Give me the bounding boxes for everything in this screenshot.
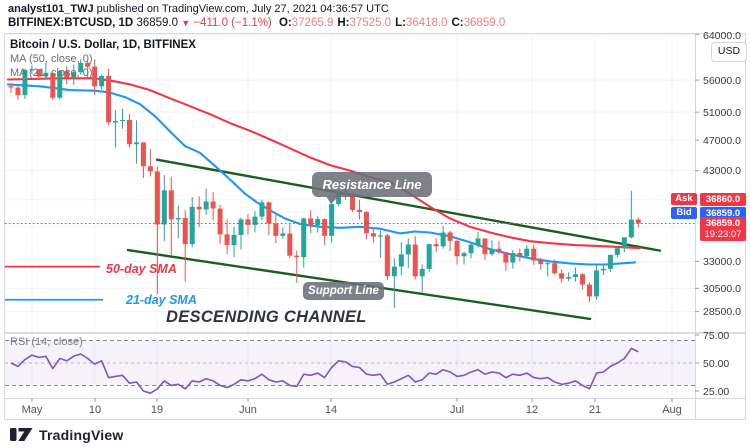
last-price-badge: 36859.0 19:23:07 xyxy=(700,217,746,241)
rsi-tick-label: 25.00 xyxy=(703,385,730,398)
tradingview-logo[interactable] xyxy=(10,428,33,442)
footer: TradingView xyxy=(10,425,123,445)
quote-line: BITFINEX:BTCUSD, 1D 36859.0 ▼ −411.0 (−1… xyxy=(8,17,505,29)
byline-author[interactable]: analyst101_TWJ xyxy=(8,3,94,15)
rsi-tick-label: 50.00 xyxy=(703,357,730,370)
brand-name[interactable]: TradingView xyxy=(39,427,124,443)
price-tick-label: 43000.0 xyxy=(703,165,741,178)
time-tick-label: Jul xyxy=(449,404,465,416)
chart-legend: Bitcoin / U.S. Dollar, 1D, BITFINEX MA (… xyxy=(10,38,196,80)
time-tick-label: 19 xyxy=(150,404,164,416)
rsi-indicator-label: RSI (14, close) xyxy=(10,336,83,348)
byline: analyst101_TWJ published on TradingView.… xyxy=(8,3,389,15)
price-tick-label: 47000.0 xyxy=(703,134,741,147)
ohlc-value: 37265.9 xyxy=(291,17,334,29)
time-tick-label: Aug xyxy=(662,404,682,416)
time-tick-label: May xyxy=(21,404,43,416)
down-triangle-icon: ▼ xyxy=(181,18,191,28)
bid-price-badge: 36859.0 xyxy=(700,206,746,220)
ohlc-value: 36418.0 xyxy=(405,17,448,29)
rsi-tick-label: 75.00 xyxy=(703,329,730,342)
price-tick-label: 30500.0 xyxy=(703,282,741,295)
last-price-text: 36859.0 xyxy=(136,17,179,29)
sma50-label: 50-day SMA xyxy=(106,262,177,276)
ohlc-value: 36859.0 xyxy=(463,17,506,29)
ohlc-label: O: xyxy=(278,17,292,29)
last-price-value: 36859.0 xyxy=(705,218,741,229)
ask-label-badge: Ask xyxy=(671,193,697,205)
ohlc-row: O:37265.9 H:37525.0 L:36418.0 C:36859.0 xyxy=(275,17,505,29)
ohlc-label: C: xyxy=(451,17,464,29)
descending-channel-label: DESCENDING CHANNEL xyxy=(166,308,367,326)
sma21-label: 21-day SMA xyxy=(126,293,197,307)
legend-ma21-row: MA (21, close, 0) xyxy=(10,67,93,79)
change-text: −411.0 (−1.1%) xyxy=(193,17,272,29)
legend-title: Bitcoin / U.S. Dollar, 1D, BITFINEX xyxy=(10,39,196,51)
ohlc-label: L: xyxy=(395,17,406,29)
byline-text: published on TradingView.com, July 27, 2… xyxy=(93,3,389,15)
price-tick-label: 56000.0 xyxy=(703,74,741,87)
price-tick-label: 28500.0 xyxy=(703,306,741,319)
price-tick-label: 51000.0 xyxy=(703,106,741,119)
symbol-interval: BITFINEX:BTCUSD, 1D xyxy=(8,17,134,29)
usd-currency-button[interactable]: USD xyxy=(711,42,747,62)
support-line-label: Support Line xyxy=(303,282,384,300)
bid-label-badge: Bid xyxy=(671,207,697,219)
price-tick-label: 64000.0 xyxy=(703,30,741,42)
time-tick-label: Jun xyxy=(239,404,257,416)
ohlc-value: 37525.0 xyxy=(349,17,392,29)
time-tick-label: 21 xyxy=(588,404,602,416)
resistance-line-label: Resistance Line xyxy=(312,172,432,204)
time-tick-label: 12 xyxy=(525,404,539,416)
label-tail xyxy=(326,196,339,204)
ohlc-label: H: xyxy=(337,17,350,29)
ask-price-badge: 36860.0 xyxy=(700,192,746,206)
legend-ma50-row: MA (50, close, 0) xyxy=(10,53,93,65)
time-tick-label: 10 xyxy=(88,404,102,416)
bar-countdown: 19:23:07 xyxy=(704,229,742,240)
time-tick-label: 14 xyxy=(324,404,338,416)
price-tick-label: 33000.0 xyxy=(703,255,741,268)
